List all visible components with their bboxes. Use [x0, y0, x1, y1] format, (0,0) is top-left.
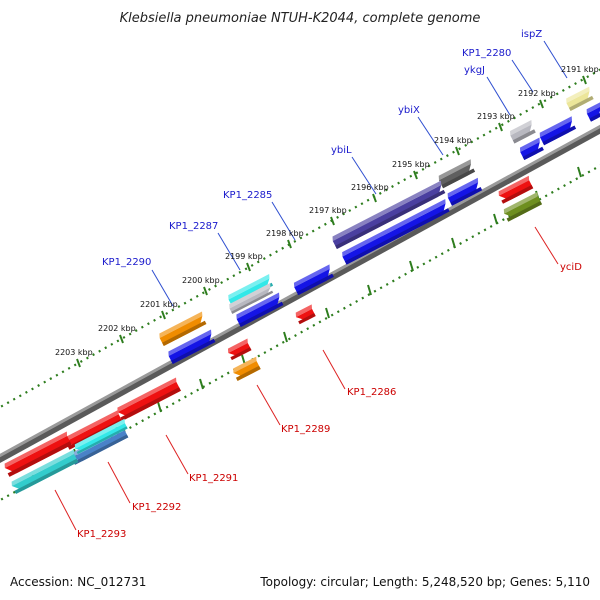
- gene-KP1_2289: [233, 356, 261, 381]
- gene-unlabeled: [229, 283, 274, 314]
- ruler-major-tick: [498, 122, 503, 132]
- ruler-major-tick: [455, 146, 460, 156]
- leader-ykgJ: [486, 76, 511, 116]
- gene-label-KP1_2280: KP1_2280: [462, 48, 511, 59]
- leader-ispZ: [543, 40, 568, 79]
- gene-label-ykgJ: ykgJ: [464, 65, 485, 76]
- gene-label-yciD: yciD: [560, 262, 582, 273]
- gene-label-ybiL: ybiL: [331, 145, 352, 156]
- leader-KP1_2287: [217, 232, 241, 271]
- gene-unlabeled: [519, 137, 544, 161]
- gene-unlabeled: [498, 175, 534, 204]
- ruler-tick-label: 2199 kbp: [225, 252, 263, 261]
- gene-unlabeled: [227, 338, 252, 361]
- ruler-major-tick: [161, 310, 166, 320]
- gene-yciD: [503, 191, 543, 222]
- gene-KP1_2285: [293, 264, 334, 296]
- ruler-tick-label: 2198 kbp: [266, 229, 304, 238]
- ruler-major-tick: [76, 358, 81, 368]
- leader-ybiX: [417, 116, 444, 156]
- gene-unlabeled: [4, 431, 72, 477]
- ruler-major-tick: [119, 334, 124, 344]
- gene-unlabeled: [168, 329, 216, 364]
- ruler-tick-label: 2201 kbp: [140, 300, 178, 309]
- gene-KP1_2286: [295, 304, 316, 325]
- leader-KP1_2286: [322, 349, 346, 390]
- gene-ybiX: [438, 159, 476, 189]
- leader-KP1_2289: [256, 384, 281, 426]
- gene-label-KP1_2292: KP1_2292: [132, 502, 181, 513]
- leader-yciD: [534, 226, 559, 265]
- leader-KP1_2293: [54, 489, 77, 531]
- gene-ispZ: [566, 86, 594, 111]
- ruler-minor-tick: [493, 213, 498, 225]
- gene-label-KP1_2293: KP1_2293: [77, 529, 126, 540]
- gene-KP1_2293: [11, 449, 79, 495]
- ruler-minor-tick: [283, 331, 288, 343]
- leader-KP1_2291: [165, 434, 189, 475]
- gene-label-KP1_2286: KP1_2286: [347, 387, 396, 398]
- backbone-shadow: [0, 127, 600, 463]
- ruler-major-tick: [539, 99, 544, 109]
- ruler-minor-tick: [157, 401, 162, 413]
- gene-unlabeled: [586, 102, 600, 122]
- ruler-major-tick: [203, 286, 208, 296]
- leader-KP1_2280: [511, 59, 534, 93]
- ruler-tick-label: 2197 kbp: [309, 206, 347, 215]
- gene-unlabeled: [74, 418, 128, 455]
- ruler-major-tick: [413, 170, 418, 180]
- map-title: Klebsiella pneumoniae NTUH-K2044, comple…: [120, 11, 481, 26]
- ruler-tick-label: 2194 kbp: [434, 136, 472, 145]
- ruler-tick-label: 2200 kbp: [182, 276, 220, 285]
- ruler-tick-label: 2202 kbp: [98, 324, 136, 333]
- gene-unlabeled: [236, 292, 284, 327]
- leader-KP1_2290: [151, 269, 174, 307]
- leader-KP1_2285: [271, 201, 296, 241]
- gene-unlabeled: [342, 198, 450, 265]
- gene-features: [4, 86, 600, 495]
- gene-label-KP1_2287: KP1_2287: [169, 221, 218, 232]
- ruler-minor-tick: [409, 260, 414, 272]
- ruler-tick-label: 2193 kbp: [477, 112, 515, 121]
- leader-KP1_2292: [107, 461, 131, 504]
- topology-text: Topology: circular; Length: 5,248,520 bp…: [259, 575, 590, 589]
- gene-label-ispZ: ispZ: [521, 29, 542, 40]
- gene-label-ybiX: ybiX: [398, 105, 420, 116]
- gene-label-KP1_2291: KP1_2291: [189, 473, 238, 484]
- gene-KP1_2280: [539, 116, 577, 146]
- ruler-major-tick: [287, 239, 292, 249]
- ruler-minor-tick: [451, 237, 456, 249]
- ruler-major-tick: [582, 75, 587, 85]
- ruler-bottom-line: [0, 164, 600, 502]
- ruler-tick-label: 2191 kbp: [561, 65, 599, 74]
- leader-ybiL: [351, 156, 377, 195]
- ruler-major-tick: [372, 193, 377, 203]
- ruler-tick-labels: 2191 kbp 2192 kbp 2193 kbp 2194 kbp 2195 kbp…: [55, 65, 599, 357]
- gene-ykgJ: [510, 120, 536, 144]
- ruler-minor-tick: [325, 307, 330, 319]
- ruler-minor-tick: [367, 284, 372, 296]
- accession-text: Accession: NC_012731: [10, 575, 146, 589]
- ruler-tick-label: 2195 kbp: [392, 160, 430, 169]
- ruler-tick-label: 2192 kbp: [518, 89, 556, 98]
- ruler-minor-tick: [577, 166, 582, 178]
- ruler-tick-label: 2203 kbp: [55, 348, 93, 357]
- ruler-major-tick: [246, 262, 251, 272]
- gene-label-KP1_2290: KP1_2290: [102, 257, 151, 268]
- ruler-minor-tick: [199, 378, 204, 390]
- ruler-major-tick: [330, 216, 335, 226]
- label-leaders: ispZ KP1_2280 ykgJ ybiX ybiL KP1_2285 KP1_2287…: [54, 29, 582, 540]
- gene-KP1_2291: [117, 377, 181, 422]
- ruler-tick-label: 2196 kbp: [351, 183, 389, 192]
- gene-label-KP1_2289: KP1_2289: [281, 424, 330, 435]
- gene-ybiL: [332, 180, 446, 249]
- gene-unlabeled: [447, 177, 483, 206]
- gene-label-KP1_2285: KP1_2285: [223, 190, 272, 201]
- gene-KP1_2290: [159, 311, 207, 346]
